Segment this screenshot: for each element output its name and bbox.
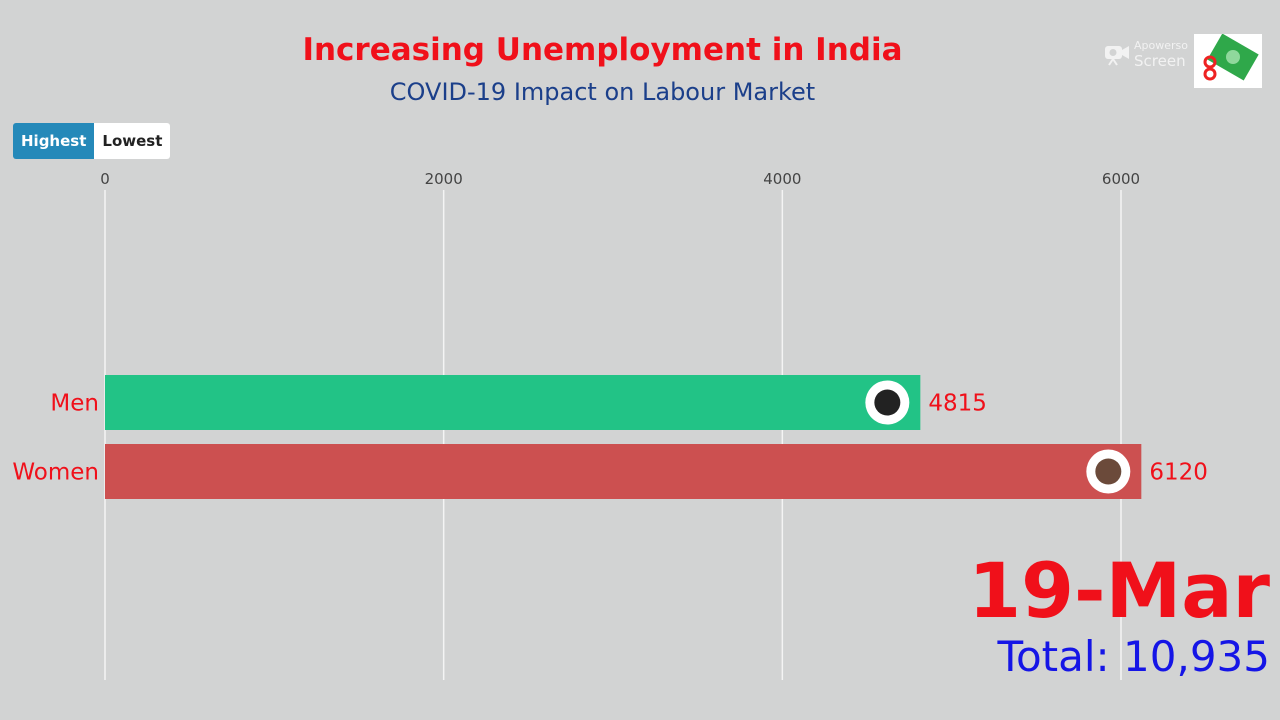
date-label: 19-Mar xyxy=(968,546,1270,635)
man-avatar-icon-figure xyxy=(874,389,901,416)
woman-avatar-icon-figure xyxy=(1095,458,1122,485)
camera-icon xyxy=(1105,46,1129,66)
chart-subtitle: COVID-19 Impact on Labour Market xyxy=(389,78,816,106)
money-logo-icon xyxy=(1194,33,1262,88)
chart-title: Increasing Unemployment in India xyxy=(302,32,903,68)
watermark: Apowerso Screen xyxy=(1104,40,1192,70)
bar-women xyxy=(105,444,1142,499)
category-label: Women xyxy=(12,460,99,486)
sort-toggle[interactable]: Highest Lowest xyxy=(13,123,171,159)
x-tick-label: 4000 xyxy=(763,170,801,188)
highest-button[interactable]: Highest xyxy=(13,123,95,159)
x-tick-label: 6000 xyxy=(1102,170,1140,188)
value-label: 6120 xyxy=(1149,460,1208,486)
value-label: 4815 xyxy=(928,391,987,417)
lowest-button[interactable]: Lowest xyxy=(94,123,171,159)
category-label: Men xyxy=(50,391,99,417)
total-label: Total: 10,935 xyxy=(997,632,1270,681)
x-tick-label: 0 xyxy=(100,170,110,188)
watermark-line1: Apowerso xyxy=(1134,39,1188,52)
bar-men xyxy=(105,375,921,430)
x-tick-label: 2000 xyxy=(425,170,463,188)
watermark-line2: Screen xyxy=(1134,52,1186,70)
